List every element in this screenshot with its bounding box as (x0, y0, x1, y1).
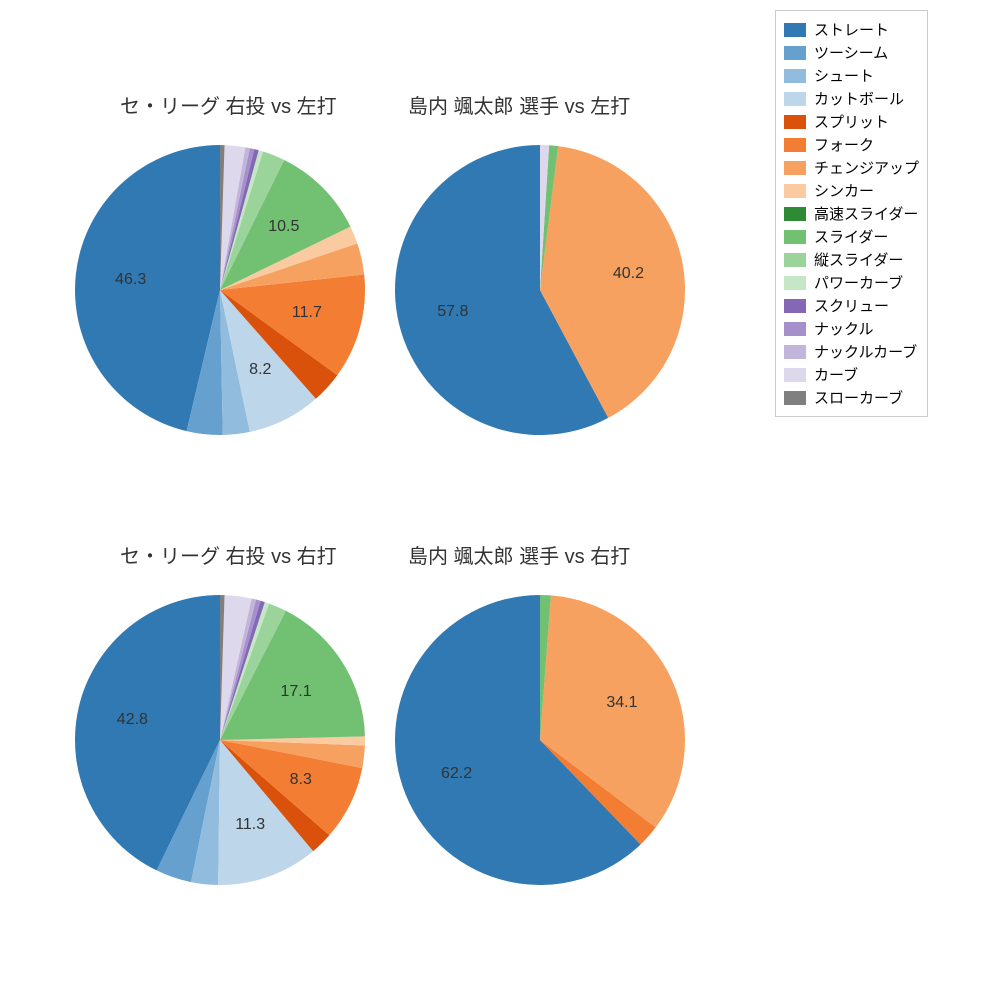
chart-title: セ・リーグ 右投 vs 左打 (120, 90, 337, 119)
legend-swatch (784, 276, 806, 290)
legend-item: ナックル (784, 318, 919, 339)
legend-label: チェンジアップ (814, 157, 919, 178)
legend-item: パワーカーブ (784, 272, 919, 293)
pie-slice-label: 8.3 (290, 771, 312, 789)
pie-slice-label: 17.1 (280, 683, 311, 701)
legend-item: 高速スライダー (784, 203, 919, 224)
legend-swatch (784, 345, 806, 359)
legend-swatch (784, 253, 806, 267)
legend-label: 縦スライダー (814, 249, 903, 270)
pie-chart (73, 143, 367, 437)
legend-swatch (784, 92, 806, 106)
legend: ストレートツーシームシュートカットボールスプリットフォークチェンジアップシンカー… (775, 10, 928, 417)
chart-title: セ・リーグ 右投 vs 右打 (120, 540, 337, 569)
pie-chart (73, 593, 367, 887)
legend-label: フォーク (814, 134, 874, 155)
legend-item: ストレート (784, 19, 919, 40)
legend-swatch (784, 46, 806, 60)
legend-item: シュート (784, 65, 919, 86)
legend-swatch (784, 322, 806, 336)
legend-label: スローカーブ (814, 387, 903, 408)
legend-label: ツーシーム (814, 42, 888, 63)
legend-swatch (784, 115, 806, 129)
legend-swatch (784, 230, 806, 244)
legend-label: ストレート (814, 19, 889, 40)
legend-label: スライダー (814, 226, 888, 247)
pie-chart (393, 593, 687, 887)
legend-label: カットボール (814, 88, 904, 109)
legend-item: フォーク (784, 134, 919, 155)
pie-slice-label: 57.8 (437, 303, 468, 321)
legend-item: スクリュー (784, 295, 919, 316)
legend-label: 高速スライダー (814, 203, 918, 224)
pie-slice-label: 11.3 (235, 816, 265, 834)
legend-label: シンカー (814, 180, 874, 201)
legend-item: チェンジアップ (784, 157, 919, 178)
legend-swatch (784, 69, 806, 83)
legend-swatch (784, 368, 806, 382)
legend-label: パワーカーブ (814, 272, 903, 293)
legend-label: ナックルカーブ (814, 341, 917, 362)
legend-label: ナックル (814, 318, 874, 339)
pie-slice-label: 42.8 (117, 711, 148, 729)
legend-label: スクリュー (814, 295, 889, 316)
pie-slice-label: 34.1 (606, 694, 637, 712)
legend-label: シュート (814, 65, 874, 86)
legend-item: カーブ (784, 364, 919, 385)
pie-slice-label: 10.5 (268, 218, 299, 236)
legend-label: スプリット (814, 111, 889, 132)
chart-title: 島内 颯太郎 選手 vs 左打 (408, 90, 630, 119)
legend-swatch (784, 23, 806, 37)
chart-title: 島内 颯太郎 選手 vs 右打 (408, 540, 630, 569)
legend-swatch (784, 207, 806, 221)
pie-slice-label: 8.2 (249, 361, 271, 379)
pie-slice-label: 62.2 (441, 765, 472, 783)
legend-item: シンカー (784, 180, 919, 201)
pie-slice-label: 46.3 (115, 271, 146, 289)
pie-slice-label: 40.2 (613, 265, 644, 283)
legend-swatch (784, 299, 806, 313)
legend-item: ツーシーム (784, 42, 919, 63)
legend-swatch (784, 184, 806, 198)
legend-item: スライダー (784, 226, 919, 247)
legend-item: スプリット (784, 111, 919, 132)
pie-chart (393, 143, 687, 437)
legend-item: スローカーブ (784, 387, 919, 408)
legend-label: カーブ (814, 364, 858, 385)
legend-item: カットボール (784, 88, 919, 109)
pie-slice-label: 11.7 (292, 304, 322, 322)
legend-item: ナックルカーブ (784, 341, 919, 362)
legend-item: 縦スライダー (784, 249, 919, 270)
legend-swatch (784, 161, 806, 175)
legend-swatch (784, 138, 806, 152)
legend-swatch (784, 391, 806, 405)
